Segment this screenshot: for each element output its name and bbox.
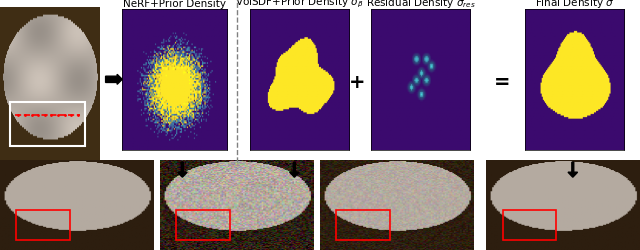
Bar [10, 103, 85, 146]
Bar [336, 210, 390, 240]
Title: Residual Density $\sigma_{res}$: Residual Density $\sigma_{res}$ [366, 0, 476, 10]
Title: NeRF+Prior Density: NeRF+Prior Density [123, 0, 226, 9]
Bar [16, 210, 70, 240]
Text: =: = [494, 73, 511, 92]
Bar [502, 210, 556, 240]
Title: VolSDF+Prior Density $\sigma_\beta$: VolSDF+Prior Density $\sigma_\beta$ [235, 0, 364, 10]
Bar [176, 210, 230, 240]
Title: Final Density $\sigma$: Final Density $\sigma$ [534, 0, 614, 10]
Text: +: + [349, 73, 365, 92]
